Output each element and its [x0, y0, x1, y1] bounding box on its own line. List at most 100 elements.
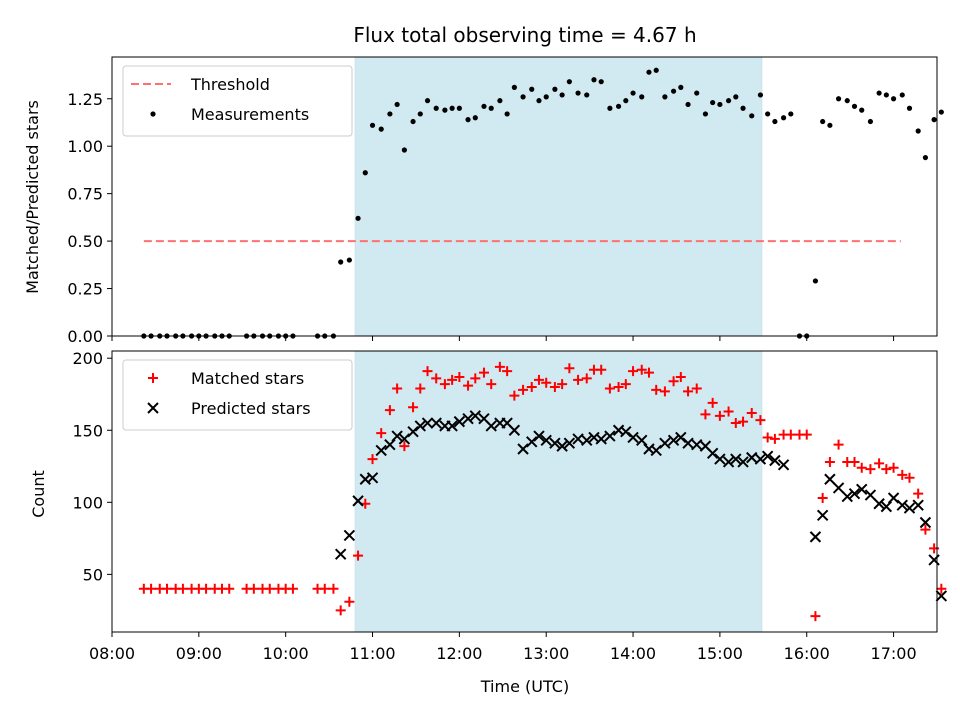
- data-point: [391, 430, 403, 442]
- data-point: [470, 373, 481, 384]
- data-point: [472, 115, 478, 121]
- legend: Matched stars Predicted stars: [122, 359, 353, 431]
- data-point: [481, 103, 487, 109]
- data-point: [746, 451, 758, 464]
- data-point: [824, 456, 835, 467]
- data-point: [346, 257, 352, 263]
- y-tick-label: 150: [72, 421, 103, 440]
- x-axis-label: Time (UTC): [480, 677, 569, 696]
- x-tick-label: 08:00: [89, 644, 135, 663]
- data-point: [177, 583, 188, 594]
- data-point: [564, 363, 575, 374]
- data-point: [675, 431, 687, 444]
- data-point: [841, 490, 853, 503]
- data-point: [581, 373, 592, 384]
- data-point: [517, 443, 529, 455]
- data-point: [344, 596, 355, 607]
- data-point: [453, 415, 466, 428]
- data-point: [454, 371, 465, 382]
- data-point: [146, 583, 157, 594]
- data-point: [723, 406, 734, 417]
- x-tick-label: 12:00: [436, 644, 482, 663]
- data-point: [888, 462, 899, 473]
- data-point: [549, 382, 560, 393]
- data-point: [529, 86, 535, 92]
- data-point: [446, 420, 458, 432]
- y-tick-label: 50: [83, 565, 103, 584]
- data-point: [702, 111, 709, 117]
- data-point: [540, 434, 552, 447]
- data-point: [533, 374, 544, 385]
- data-point: [920, 524, 931, 535]
- data-point: [683, 386, 694, 397]
- legend-marker: [148, 373, 158, 383]
- data-point: [938, 109, 944, 115]
- data-point: [410, 118, 416, 125]
- data-point: [462, 413, 474, 425]
- data-point: [897, 469, 908, 480]
- data-point: [746, 407, 757, 418]
- data-point: [573, 374, 584, 385]
- data-point: [398, 433, 411, 445]
- x-tick-label: 11:00: [349, 644, 395, 663]
- data-point: [442, 107, 448, 113]
- data-point: [628, 366, 639, 377]
- data-point: [378, 126, 384, 132]
- data-point: [812, 278, 819, 284]
- data-point: [433, 105, 439, 111]
- data-point: [509, 390, 520, 401]
- data-point: [646, 69, 652, 75]
- data-point: [769, 454, 781, 467]
- data-point: [248, 583, 259, 594]
- data-point: [439, 379, 450, 390]
- data-point: [757, 92, 764, 98]
- data-point: [584, 92, 590, 98]
- data-point: [627, 431, 639, 444]
- y-tick-label: 0.75: [67, 185, 103, 204]
- data-point: [399, 441, 410, 452]
- data-point: [375, 444, 387, 457]
- data-point: [785, 429, 796, 440]
- data-point: [887, 492, 900, 504]
- data-point: [366, 472, 379, 484]
- data-point: [355, 215, 361, 221]
- data-point: [636, 364, 647, 375]
- data-point: [769, 433, 780, 444]
- data-point: [384, 405, 395, 416]
- data-point: [572, 433, 584, 445]
- data-point: [508, 424, 521, 436]
- data-point: [749, 113, 755, 119]
- legend-label: Threshold: [190, 75, 270, 94]
- data-point: [714, 453, 726, 465]
- data-point: [777, 459, 790, 471]
- legend-label: Measurements: [191, 105, 309, 124]
- data-point: [659, 386, 670, 397]
- data-point: [643, 367, 654, 378]
- top-y-axis-label: Matched/Predicted stars: [23, 100, 42, 294]
- data-point: [575, 90, 581, 96]
- data-point: [754, 453, 767, 465]
- data-point: [319, 583, 330, 594]
- plot-frame: [111, 56, 938, 337]
- data-point: [417, 111, 423, 117]
- shaded-interval: [354, 350, 763, 633]
- data-point: [362, 170, 368, 176]
- data-point: [738, 416, 749, 427]
- bottom-y-axis-label: Count: [29, 470, 48, 518]
- data-point: [424, 98, 431, 104]
- data-point: [691, 438, 703, 451]
- data-point: [662, 94, 668, 100]
- data-point: [392, 383, 403, 394]
- data-point: [816, 509, 829, 521]
- data-point: [682, 437, 694, 449]
- data-point: [604, 383, 615, 394]
- series-predicted-stars: [334, 410, 948, 602]
- data-point: [722, 456, 735, 468]
- data-point: [497, 98, 503, 104]
- data-point: [899, 92, 905, 98]
- data-point: [556, 440, 568, 452]
- plot-frame: [111, 350, 938, 633]
- data-point: [559, 92, 565, 98]
- legend-box: [122, 359, 353, 431]
- data-point: [369, 122, 376, 128]
